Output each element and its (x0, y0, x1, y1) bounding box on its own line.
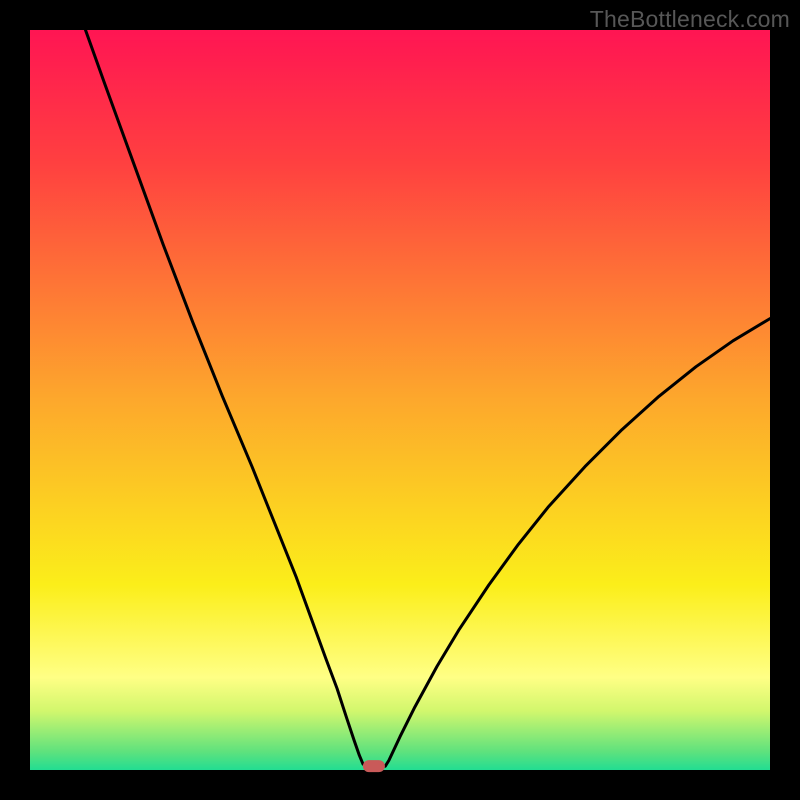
plot-area (30, 30, 770, 770)
watermark-text: TheBottleneck.com (590, 6, 790, 33)
chart-frame: TheBottleneck.com (0, 0, 800, 800)
minimum-marker (363, 760, 385, 772)
curve-layer (30, 30, 770, 770)
bottleneck-curve (86, 30, 771, 766)
